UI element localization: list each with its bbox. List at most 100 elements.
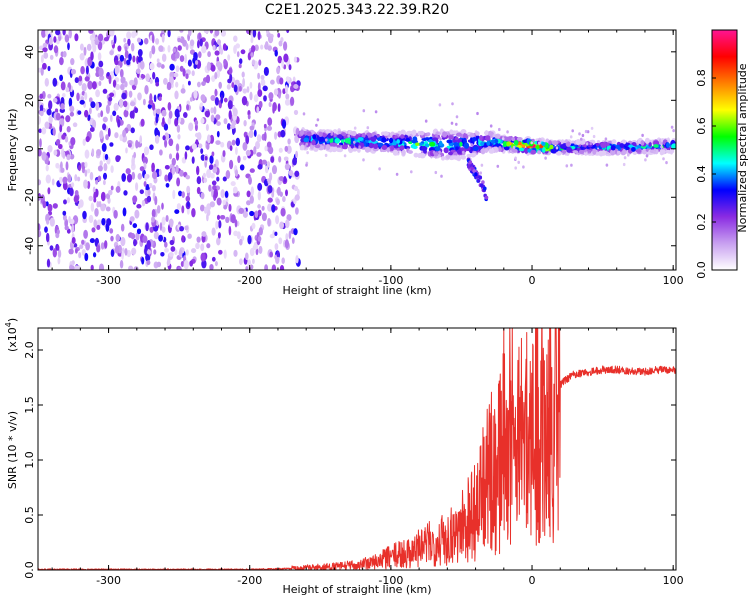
noise-cell (71, 265, 75, 270)
noise-cell (125, 168, 131, 175)
signal-cell (340, 138, 345, 145)
noise-cell (276, 198, 280, 206)
noise-cell (59, 74, 64, 82)
noise-cell (258, 100, 263, 109)
noise-cell (126, 31, 132, 39)
noise-cell (130, 42, 135, 52)
noise-cell (136, 37, 142, 43)
signal-cell (502, 140, 508, 148)
noise-cell (88, 107, 92, 115)
noise-cell (121, 173, 127, 182)
noise-cell (81, 162, 86, 170)
noise-cell (167, 102, 172, 111)
noise-cell (181, 157, 187, 164)
noise-cell (96, 224, 101, 230)
noise-cell (68, 248, 74, 255)
noise-cell (285, 189, 288, 197)
noise-cell (293, 185, 299, 192)
signal-halo-cell (645, 154, 649, 158)
signal-cell (625, 146, 630, 151)
noise-cell (246, 200, 251, 206)
signal-halo-cell (432, 150, 436, 154)
colorbar-tick-label: 0.8 (695, 69, 708, 87)
noise-cell (113, 102, 119, 111)
noise-cell (94, 208, 99, 217)
noise-cell (226, 123, 231, 130)
noise-cell (77, 176, 81, 182)
noise-cell (178, 190, 183, 197)
noise-cell (41, 151, 47, 161)
signal-cell (455, 146, 459, 150)
noise-cell (242, 77, 246, 88)
signal-cell (522, 139, 529, 144)
signal-cell (566, 146, 573, 153)
noise-cell (177, 266, 182, 270)
noise-cell (159, 149, 163, 156)
noise-cell (151, 34, 155, 44)
noise-cell (238, 207, 245, 215)
signal-halo-cell (578, 132, 581, 136)
noise-cell (182, 68, 186, 77)
noise-cell (66, 154, 71, 161)
noise-cell (47, 203, 53, 212)
signal-cell (548, 140, 552, 145)
noise-cell (90, 101, 96, 109)
signal-halo-cell (590, 126, 594, 130)
noise-cell (267, 217, 271, 227)
noise-cell (173, 72, 179, 78)
noise-cell (62, 51, 67, 58)
signal-halo-cell (489, 124, 493, 128)
noise-cell (123, 109, 129, 118)
signal-cell (405, 131, 411, 136)
signal-cell (428, 141, 436, 147)
noise-cell (145, 73, 151, 82)
noise-cell (289, 96, 295, 107)
noise-cell (144, 247, 148, 256)
snr-x-tick-label: 100 (663, 574, 684, 587)
signal-cell (364, 146, 371, 153)
noise-cell (145, 222, 149, 232)
signal-halo-cell (378, 167, 381, 171)
noise-cell (209, 155, 214, 164)
noise-cell (174, 51, 180, 59)
noise-cell (187, 200, 190, 208)
noise-cell (220, 94, 224, 104)
noise-cell (267, 185, 273, 194)
noise-cell (284, 145, 289, 152)
signal-halo-cell (565, 139, 568, 143)
spectrogram-marks (38, 30, 676, 270)
noise-cell (102, 179, 106, 186)
signal-cell (344, 137, 351, 144)
noise-cell (215, 220, 219, 230)
signal-cell (551, 140, 559, 146)
noise-cell (160, 252, 165, 257)
branch-cell (467, 164, 471, 169)
noise-cell (89, 127, 95, 132)
spectrogram-y-tick-label: 20 (23, 93, 36, 107)
signal-cell (299, 129, 305, 136)
noise-cell (110, 39, 114, 46)
noise-cell (285, 219, 290, 229)
noise-cell (136, 228, 142, 235)
noise-cell (196, 81, 201, 88)
noise-cell (46, 258, 51, 268)
noise-cell (295, 127, 300, 137)
noise-cell (135, 68, 141, 74)
signal-cell (381, 145, 388, 150)
signal-cell (445, 154, 451, 160)
noise-cell (38, 128, 42, 134)
noise-cell (84, 109, 89, 118)
noise-cell (276, 186, 281, 196)
signal-cell (671, 143, 676, 150)
noise-cell (64, 34, 70, 43)
noise-cell (106, 218, 112, 226)
noise-cell (249, 125, 255, 131)
noise-cell (82, 138, 86, 146)
noise-cell (187, 59, 192, 67)
branch-cell (474, 172, 478, 177)
noise-cell (61, 93, 66, 98)
colorbar-ticks: 0.0 0.2 0.4 0.6 0.8 (695, 69, 716, 279)
noise-cell (251, 59, 256, 66)
signal-cell (414, 153, 420, 157)
noise-cell (264, 41, 269, 49)
